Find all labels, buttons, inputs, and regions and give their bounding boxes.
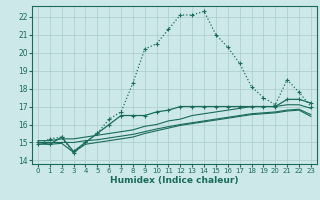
X-axis label: Humidex (Indice chaleur): Humidex (Indice chaleur) bbox=[110, 176, 239, 185]
